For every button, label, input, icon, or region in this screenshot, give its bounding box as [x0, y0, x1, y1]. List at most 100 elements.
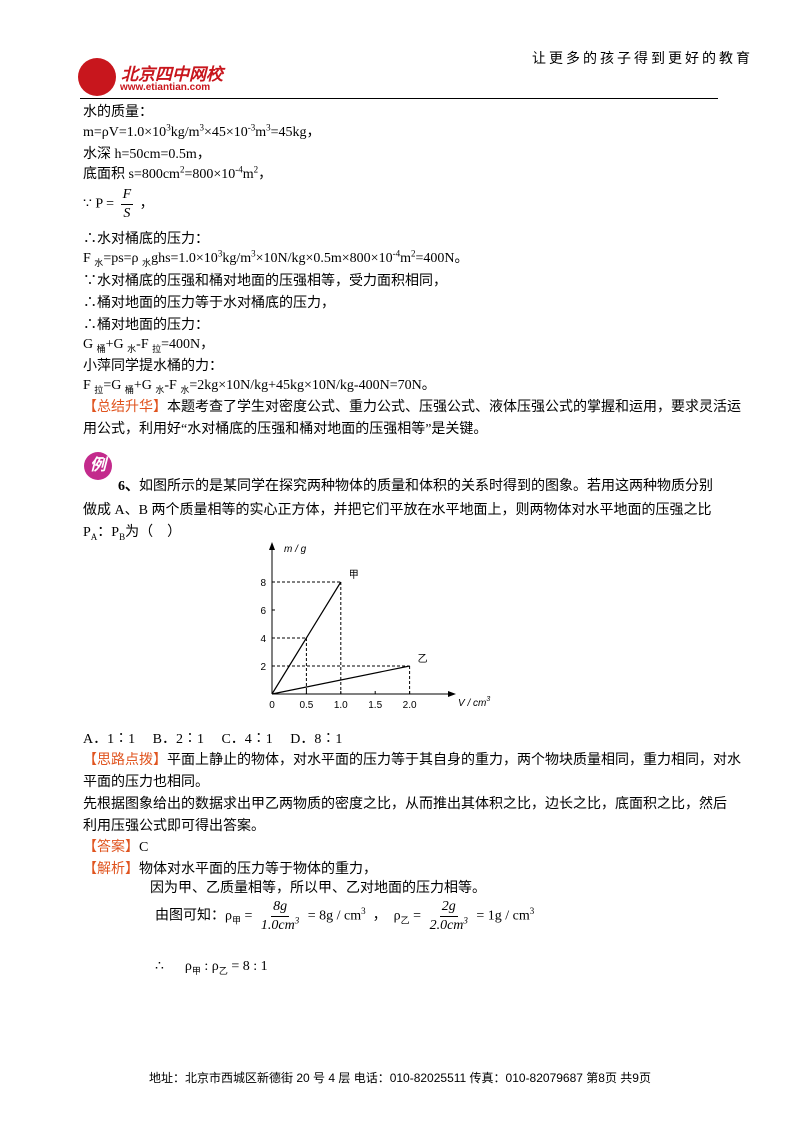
subscript: 乙 [218, 965, 228, 976]
text: 2g [441, 899, 456, 914]
section-tag: 【答案】 [83, 840, 139, 855]
text-line: 【答案】C [83, 839, 148, 857]
text: =ps=ρ [103, 251, 143, 266]
superscript: 3 [294, 915, 300, 926]
slogan: 让更多的孩子得到更好的教育 [532, 52, 753, 67]
y-tick-label: 8 [260, 578, 266, 589]
x-axis-label: V / cm3 [458, 696, 490, 709]
text: ∴桶对地面的压力等于水对桶底的压力， [83, 296, 335, 311]
text: 8g [273, 899, 288, 914]
y-tick-label: 4 [260, 634, 266, 645]
x-tick-label: 1.0 [334, 700, 348, 711]
text-line: 底面积 s=800cm2=800×10-4m2， [83, 164, 273, 184]
text: A．1∶1 B．2∶1 C．4∶1 D．8∶1 [83, 732, 343, 747]
text: ， ρ [365, 908, 401, 924]
x-tick-label: 1.5 [368, 700, 382, 711]
y-tick-label: 2 [260, 662, 266, 673]
text: ghs=1.0×10 [151, 251, 218, 266]
text-line: A．1∶1 B．2∶1 C．4∶1 D．8∶1 [83, 731, 342, 749]
y-tick-label: 6 [260, 606, 266, 617]
text-line: 水深 h=50cm=0.5m， [83, 146, 211, 164]
text: C [139, 840, 149, 855]
section-tag: 【总结升华】 [83, 400, 167, 415]
fraction: 2g 2.0cm3 [428, 898, 470, 935]
numerator: 2g [439, 898, 458, 917]
superscript: 3 [361, 906, 366, 917]
text: ∴桶对地面的压力： [83, 318, 209, 333]
text-line: 【思路点拨】平面上静止的物体，对水平面的压力等于其自身的重力，两个物块质量相同，… [83, 752, 741, 770]
x-axis-label-sup: 3 [486, 696, 490, 703]
text-line: m=ρV=1.0×103kg/m3×45×10-3m3=45kg， [83, 122, 321, 142]
text-line: 因为甲、乙质量相等，所以甲、乙对地面的压力相等。 [150, 880, 486, 898]
text-line: 利用压强公式即可得出答案。 [83, 818, 265, 836]
text: P [83, 525, 91, 540]
text: ∵水对桶底的压强和桶对地面的压强相等，受力面积相同， [83, 274, 447, 289]
section-tag: 【思路点拨】 [83, 753, 167, 768]
numerator: F [120, 186, 134, 205]
superscript: 3 [463, 915, 468, 926]
text: ：P [97, 525, 120, 540]
superscript: -4 [392, 248, 401, 259]
subscript: 甲 [232, 915, 242, 926]
subscript: 甲 [191, 965, 201, 976]
text: +G [133, 378, 156, 393]
text: =45kg， [270, 125, 321, 140]
text: S [123, 206, 131, 221]
text: 小萍同学提水桶的力： [83, 359, 223, 374]
x-arrow [448, 691, 456, 697]
x-tick-label: 2.0 [403, 700, 417, 711]
superscript: 3 [199, 122, 204, 133]
text: 因为甲、乙质量相等，所以甲、乙对地面的压力相等。 [150, 881, 486, 896]
text: ∵ P = [83, 196, 118, 212]
text: =G [103, 378, 125, 393]
text: 底面积 s=800cm [83, 167, 180, 182]
text: =2kg×10N/kg+45kg×10N/kg-400N=70N。 [189, 378, 436, 393]
text: = 8 : 1 [227, 959, 268, 974]
text-line: 用公式，利用好“水对桶底的压强和桶对地面的压强相等”是关键。 [83, 421, 487, 439]
superscript: 2 [410, 248, 416, 259]
text: ， [258, 167, 273, 182]
subscript: 拉 [94, 384, 104, 395]
text: ×10N/kg×0.5m×800×10 [255, 251, 393, 266]
denominator: 1.0cm3 [259, 915, 301, 935]
text: ∴ ρ [155, 959, 192, 974]
series-name: 甲 [349, 570, 359, 581]
text: =400N， [161, 337, 215, 352]
text: ∴水对桶底的压力： [83, 232, 209, 247]
text-line: ∴桶对地面的压力等于水对桶底的压力， [83, 295, 335, 313]
logo-url: www.etiantian.com [120, 82, 211, 93]
superscript: 2 [253, 164, 259, 175]
text: 水深 h=50cm=0.5m， [83, 147, 211, 162]
text: ρ [225, 908, 232, 924]
text: 水的质量： [83, 105, 153, 120]
text: F [83, 378, 95, 393]
text: = [241, 908, 256, 924]
example-badge: 例 [84, 452, 112, 480]
text: ×45×10 [203, 125, 248, 140]
text: 平面上静止的物体，对水平面的压力等于其自身的重力，两个物块质量相同，重力相同，对… [167, 753, 741, 768]
text: = 8g / cm [304, 908, 362, 924]
text-line: F 水=ps=ρ 水ghs=1.0×103kg/m3×10N/kg×0.5m×8… [83, 248, 468, 268]
subscript: 水 [127, 343, 137, 354]
denominator: S [121, 205, 132, 223]
text: m=ρV=1.0×10 [83, 125, 167, 140]
subscript: 桶 [124, 384, 134, 395]
text-line: 平面的压力也相同。 [83, 774, 209, 792]
section-tag: 【解析】 [83, 862, 139, 877]
subscript: 水 [180, 384, 190, 395]
series-name: 乙 [418, 653, 428, 665]
series-line [271, 665, 410, 695]
text: -F [136, 337, 153, 352]
text: 用公式，利用好“水对桶底的压强和桶对地面的压强相等”是关键。 [83, 422, 488, 437]
superscript: 3 [529, 906, 535, 917]
x-tick-label: 0 [269, 700, 275, 711]
subscript: 拉 [152, 343, 162, 354]
text-line: ∴桶对地面的压力： [83, 317, 209, 335]
superscript: 3 [251, 248, 256, 259]
text-line: ∵水对桶底的压强和桶对地面的压强相等，受力面积相同， [83, 273, 447, 291]
text: kg/m [170, 125, 200, 140]
text: -F [164, 378, 181, 393]
x-axis-label-text: V / cm [458, 698, 486, 709]
